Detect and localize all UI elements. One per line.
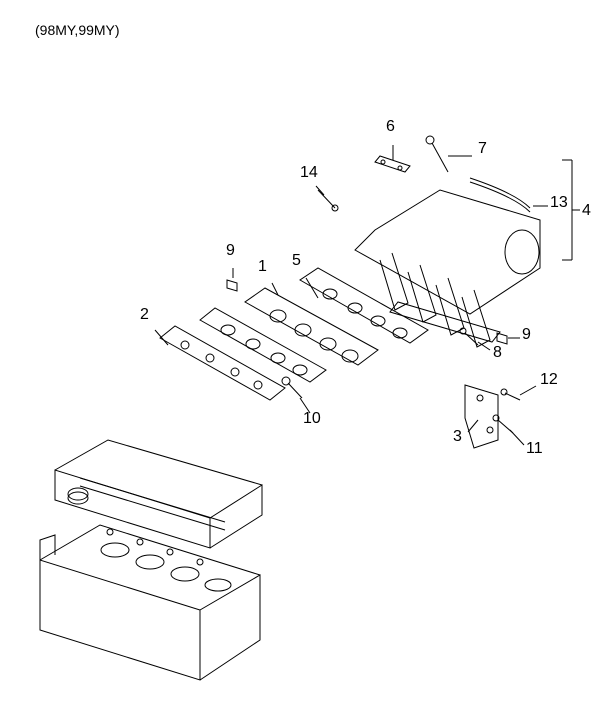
diagram-container: (98MY,99MY) <box>0 0 615 715</box>
callout-1: 1 <box>258 258 267 276</box>
callout-7: 7 <box>478 140 487 158</box>
callout-12: 12 <box>540 371 558 389</box>
callout-4: 4 <box>582 202 591 220</box>
callout-5: 5 <box>292 252 301 270</box>
callout-3: 3 <box>453 428 462 446</box>
callout-9b: 9 <box>522 326 531 344</box>
callout-9a: 9 <box>226 242 235 260</box>
callout-13: 13 <box>550 194 568 212</box>
callout-10: 10 <box>303 410 321 428</box>
callout-2: 2 <box>140 306 149 324</box>
callout-8: 8 <box>493 344 502 362</box>
callout-11: 11 <box>526 440 543 458</box>
callout-6: 6 <box>386 118 395 136</box>
callout-14: 14 <box>300 164 318 182</box>
exploded-view-svg <box>0 0 615 715</box>
